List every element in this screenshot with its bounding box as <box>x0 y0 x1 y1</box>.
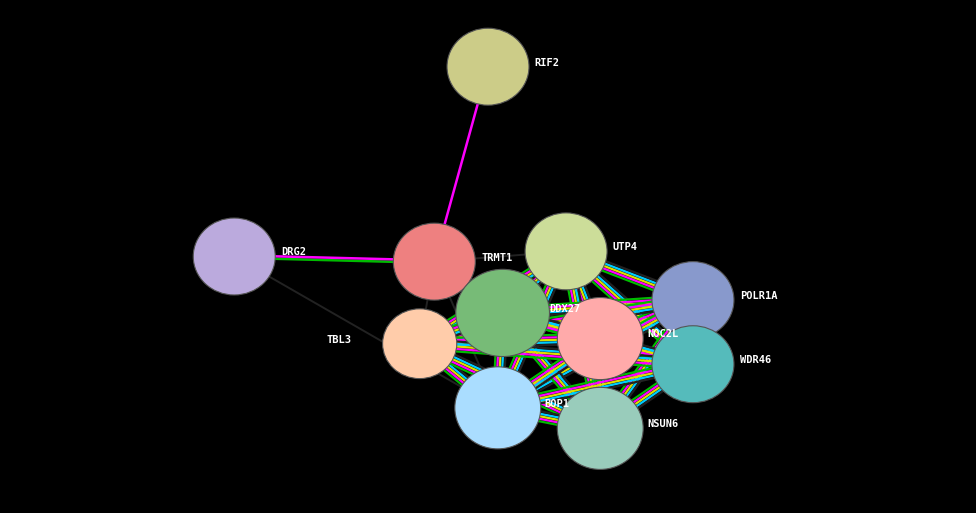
Ellipse shape <box>447 28 529 105</box>
Ellipse shape <box>383 309 457 379</box>
Text: DRG2: DRG2 <box>281 247 306 258</box>
Text: BOP1: BOP1 <box>545 399 570 409</box>
Ellipse shape <box>455 367 541 449</box>
Text: WDR46: WDR46 <box>740 355 771 365</box>
Ellipse shape <box>557 298 643 380</box>
Text: UTP4: UTP4 <box>613 242 638 252</box>
Text: TRMT1: TRMT1 <box>481 252 512 263</box>
Ellipse shape <box>393 223 475 300</box>
Ellipse shape <box>525 213 607 290</box>
Ellipse shape <box>652 262 734 339</box>
Ellipse shape <box>557 387 643 469</box>
Text: TBL3: TBL3 <box>327 334 352 345</box>
Text: NSUN6: NSUN6 <box>647 419 678 429</box>
Ellipse shape <box>652 326 734 403</box>
Text: RIF2: RIF2 <box>535 57 560 68</box>
Text: NOC2L: NOC2L <box>647 329 678 340</box>
Text: DDX27: DDX27 <box>549 304 581 314</box>
Ellipse shape <box>193 218 275 295</box>
Text: POLR1A: POLR1A <box>740 291 777 301</box>
Ellipse shape <box>456 269 549 357</box>
